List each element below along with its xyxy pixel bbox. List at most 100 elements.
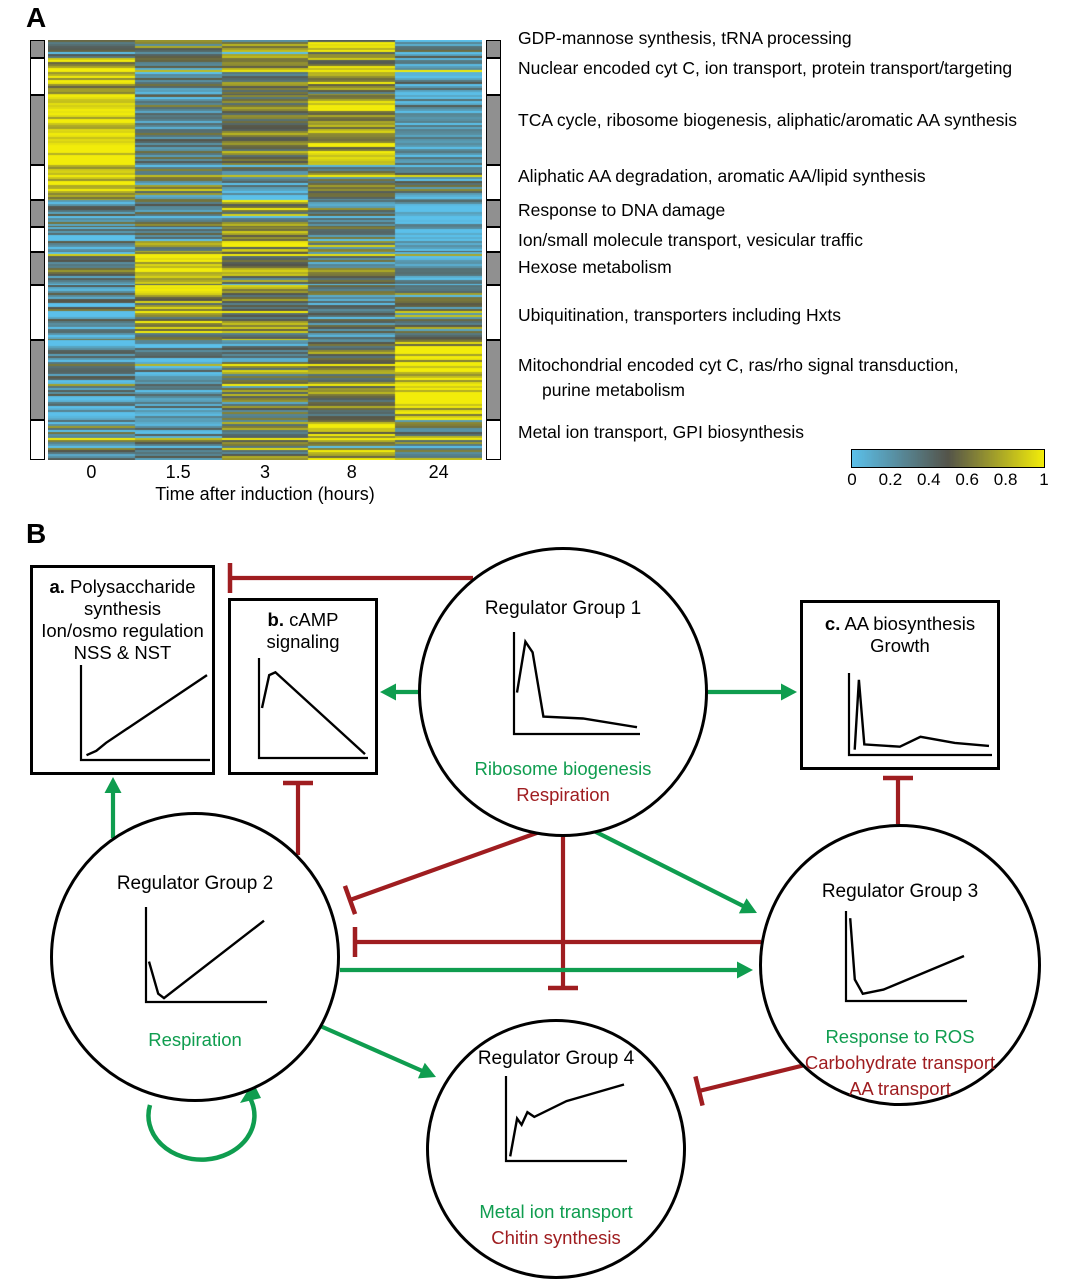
colorbar-tick-label: 0.8 — [993, 470, 1018, 489]
target-box-title-line: b. cAMP — [267, 609, 339, 630]
function-label-activated: Ribosome biogenesis — [474, 758, 652, 779]
regulator-group1: Regulator Group 1 Ribosome biogenesis Resp… — [418, 547, 708, 837]
edge-group2-box_b-inhibition — [283, 780, 313, 855]
expression-profile-plot — [504, 1076, 627, 1163]
cluster-band — [30, 420, 45, 460]
group-title: Regulator Group 3 — [821, 881, 979, 902]
function-label-activated: Respiration — [148, 1029, 242, 1050]
target-box-tag: b. — [267, 609, 284, 630]
edge-group1-group3-activation — [587, 826, 757, 914]
target-box-tag: a. — [49, 576, 65, 597]
target-box-title-line: synthesis — [83, 598, 162, 619]
edge-group2-group2-activation — [146, 1082, 261, 1162]
cluster-annotation: Hexose metabolism — [518, 257, 672, 277]
x-tick-label: 24 — [428, 462, 449, 482]
target-box_a: a. Polysaccharide synthesis Ion/osmo regul… — [30, 565, 215, 775]
function-label-activated: Metal ion transport — [479, 1201, 633, 1222]
cluster-annotation: TCA cycle, ribosome biogenesis, aliphati… — [518, 110, 1017, 130]
colorbar-tick-label: 0 — [847, 470, 857, 489]
group-title: Regulator Group 4 — [477, 1048, 635, 1069]
cluster-annotation: Aliphatic AA degradation, aromatic AA/li… — [518, 166, 926, 186]
expression-profile-plot — [844, 911, 967, 1003]
heatmap-left-cluster-bar — [30, 40, 45, 460]
cluster-band — [486, 340, 501, 420]
function-label-repressed: Carbohydrate transport — [804, 1052, 996, 1073]
group-title: Regulator Group 1 — [484, 598, 642, 619]
group-title: Regulator Group 2 — [116, 873, 274, 894]
heatmap-right-cluster-bar — [486, 40, 501, 460]
expression-profile-plot — [144, 907, 267, 1004]
cluster-annotation: GDP-mannose synthesis, tRNA processing — [518, 28, 852, 48]
cluster-annotation: Nuclear encoded cyt C, ion transport, pr… — [518, 58, 1013, 78]
panel-a-label: A — [26, 2, 47, 33]
colorbar-tick-label: 0.2 — [878, 470, 903, 489]
regulator-group2: Regulator Group 2 Respiration — [50, 812, 340, 1102]
edge-group2-group3-activation — [340, 961, 753, 979]
target-box-title-line: Growth — [870, 635, 930, 656]
cluster-band — [486, 252, 501, 285]
function-label-repressed: Respiration — [516, 784, 610, 805]
edge-group3-group4-inhibition — [693, 1062, 806, 1107]
cluster-band — [30, 340, 45, 420]
expression-profile-plot — [257, 658, 368, 760]
cluster-annotation: Ion/small molecule transport, vesicular … — [518, 230, 863, 250]
cluster-band — [30, 200, 45, 227]
expression-profile-plot — [79, 665, 210, 762]
cluster-band — [30, 58, 45, 95]
expression-profile-plot — [847, 673, 992, 757]
target-box-tag: c. — [824, 613, 841, 634]
edge-group1-group2-inhibition — [342, 828, 546, 915]
colorbar-tick-label: 0.6 — [955, 470, 980, 489]
regulator-group4: Regulator Group 4 Metal ion transport Chit… — [426, 1019, 686, 1279]
target-box-title-line: signaling — [266, 631, 340, 652]
colorbar — [851, 449, 1045, 468]
cluster-band — [486, 285, 501, 340]
edge-group2-box_a-activation — [104, 777, 122, 838]
function-label-activated: Response to ROS — [825, 1026, 975, 1047]
regulator-group3: Regulator Group 3 Response to ROS Carbohyd… — [759, 824, 1041, 1106]
cluster-annotation: Ubiquitination, transporters including H… — [518, 305, 841, 325]
target-box-title-line: a. Polysaccharide — [49, 576, 196, 597]
cluster-annotation: Mitochondrial encoded cyt C, ras/rho sig… — [518, 355, 959, 375]
cluster-band — [486, 227, 501, 252]
edge-group2-group4-activation — [317, 1023, 436, 1079]
cluster-band — [486, 420, 501, 460]
x-tick-label: 1.5 — [165, 462, 191, 482]
edge-group1-box_c-activation — [708, 683, 797, 701]
cluster-band — [486, 40, 501, 58]
heatmap — [48, 40, 482, 460]
target-box-title-line: Ion/osmo regulation — [41, 620, 204, 641]
cluster-band — [486, 95, 501, 165]
edge-group3-group2-inhibition — [352, 927, 761, 957]
target-box-title-line: NSS & NST — [73, 642, 172, 663]
edge-group1-box_b-activation — [380, 683, 418, 701]
cluster-band — [30, 252, 45, 285]
x-tick-label: 8 — [346, 462, 357, 482]
target-box_c: c. AA biosynthesis Growth — [800, 600, 1000, 770]
edge-group1-group4-inhibition — [548, 836, 578, 991]
edge-group3-box_c-inhibition — [883, 775, 913, 824]
x-axis-title: Time after induction (hours) — [155, 484, 375, 504]
cluster-band — [30, 95, 45, 165]
target-box_b: b. cAMP signaling — [228, 598, 378, 775]
cluster-band — [30, 285, 45, 340]
cluster-band — [30, 165, 45, 200]
cluster-band — [486, 58, 501, 95]
target-box-title-line: c. AA biosynthesis — [824, 613, 976, 634]
x-tick-label: 0 — [86, 462, 97, 482]
cluster-annotation: Metal ion transport, GPI biosynthesis — [518, 422, 804, 442]
colorbar-tick-label: 1 — [1039, 470, 1049, 489]
edge-group1-box_a-inhibition — [227, 563, 473, 593]
colorbar-tick-label: 0.4 — [916, 470, 941, 489]
cluster-band — [30, 40, 45, 58]
panel-b-label: B — [26, 518, 47, 549]
cluster-annotation: purine metabolism — [542, 380, 685, 400]
function-label-repressed: AA transport — [849, 1078, 951, 1099]
x-tick-label: 3 — [259, 462, 271, 482]
cluster-band — [486, 200, 501, 227]
expression-profile-plot — [512, 632, 640, 736]
function-label-repressed: Chitin synthesis — [491, 1227, 621, 1248]
cluster-annotation: Response to DNA damage — [518, 200, 726, 220]
